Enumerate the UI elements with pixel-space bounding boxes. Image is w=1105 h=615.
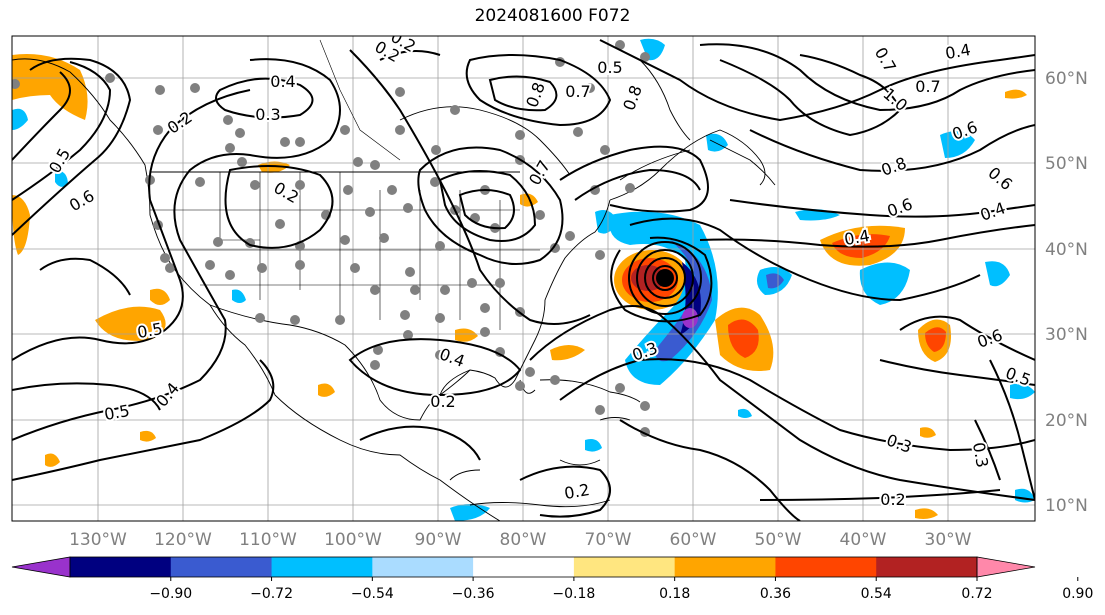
- graticule: [12, 36, 1035, 521]
- lon-label-100W: 100°W: [324, 530, 382, 550]
- colorbar-tick-label: 0.36: [760, 586, 791, 602]
- contour-label-halo: 0.7: [915, 77, 940, 96]
- lat-label-60N: 60°N: [1045, 69, 1088, 89]
- lat-label-30N: 30°N: [1045, 325, 1088, 345]
- contour-label-halo: 0.7: [565, 82, 590, 101]
- contour-label-halo: 0.5: [136, 319, 164, 342]
- contour-label-halo: 0.2: [880, 490, 905, 509]
- contour-label: 0.4: [944, 40, 972, 63]
- lon-label-130W: 130°W: [69, 530, 127, 550]
- contour-label: 0.5: [136, 319, 164, 342]
- lat-label-20N: 20°N: [1045, 411, 1088, 431]
- colorbar-min-extension: [11, 556, 71, 578]
- contour-label: 0.2: [880, 490, 905, 509]
- colorbar-bin: [70, 557, 172, 577]
- colorbar-bin: [170, 557, 273, 577]
- contour-label: 0.5: [103, 401, 131, 424]
- contour-label: 0.5: [597, 58, 622, 77]
- lon-label-110W: 110°W: [239, 530, 297, 550]
- contour-label: 0.3: [255, 105, 280, 124]
- map-title: 2024081600 F072: [474, 6, 631, 26]
- contour-label: 0.7: [565, 82, 590, 101]
- lon-label-50W: 50°W: [755, 530, 802, 550]
- contour-label: 0.7: [915, 77, 940, 96]
- contour-label-halo: 0.4: [270, 72, 295, 91]
- colorbar-tick-label: −0.18: [552, 586, 595, 602]
- lon-label-90W: 90°W: [415, 530, 462, 550]
- colorbar-bin: [573, 557, 676, 577]
- colorbar-tick-label: 0.18: [659, 586, 690, 602]
- colorbar-tick-label: −0.90: [149, 586, 192, 602]
- storm-center-marker: [656, 269, 674, 287]
- contour-label-halo: 0.2: [430, 392, 455, 411]
- contour-label: 0.4: [843, 226, 871, 249]
- colorbar-max-extension: [976, 556, 1036, 578]
- colorbar-tick-label: −0.36: [452, 586, 495, 602]
- contour-label-halo: 0.3: [255, 105, 280, 124]
- colorbar-tick-label: −0.72: [250, 586, 293, 602]
- lat-label-10N: 10°N: [1045, 496, 1088, 516]
- colorbar-bin: [473, 557, 575, 577]
- map-frame: [11, 35, 1036, 522]
- colorbar-bin: [775, 557, 877, 577]
- contour-label: 0.3: [969, 441, 992, 469]
- colorbar-tick-label: 0.90: [1062, 586, 1093, 602]
- contour-label-halo: 0.4: [843, 226, 871, 249]
- contour-label-halo: 0.5: [597, 58, 622, 77]
- lon-label-60W: 60°W: [670, 530, 717, 550]
- contour-lines: [12, 39, 1035, 521]
- lat-label-40N: 40°N: [1045, 240, 1088, 260]
- lon-label-40W: 40°W: [840, 530, 887, 550]
- colorbar-tick-label: 0.72: [961, 586, 992, 602]
- contour-label: 0.4: [270, 72, 295, 91]
- lon-label-80W: 80°W: [500, 530, 547, 550]
- colorbar-outline: [69, 556, 978, 578]
- colorbar: [11, 556, 1036, 578]
- colorbar-tick-label: 0.54: [861, 586, 892, 602]
- colorbar-bin: [372, 557, 474, 577]
- contour-label: 0.2: [563, 480, 591, 503]
- lat-label-50N: 50°N: [1045, 154, 1088, 174]
- lon-label-70W: 70°W: [585, 530, 632, 550]
- lon-label-120W: 120°W: [154, 530, 212, 550]
- colorbar-tick-label: −0.54: [351, 586, 394, 602]
- lon-label-30W: 30°W: [925, 530, 972, 550]
- colorbar-bin: [674, 557, 776, 577]
- colorbar-bin: [876, 557, 978, 577]
- contour-label: 0.2: [430, 392, 455, 411]
- colorbar-bin: [271, 557, 373, 577]
